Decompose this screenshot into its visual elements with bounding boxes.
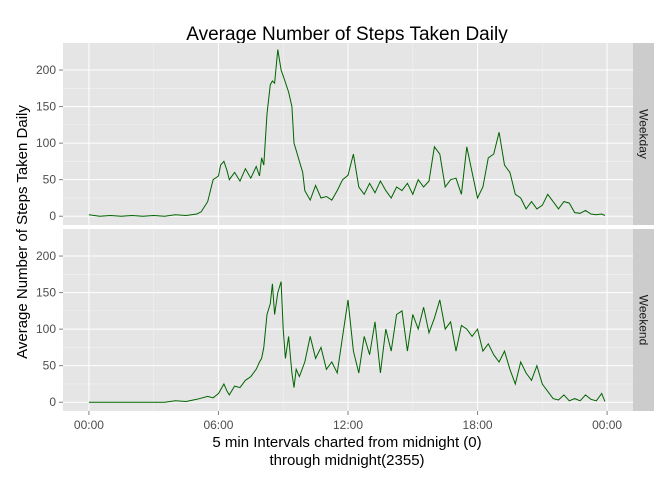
x-tick-label: 12:00 [333,418,363,432]
x-tick-label: 06:00 [203,418,233,432]
y-tick-label: 0 [49,395,56,409]
y-tick-label: 200 [36,63,56,77]
y-tick-label: 200 [36,249,56,263]
y-tick-label: 0 [49,209,56,223]
y-tick-label: 150 [36,100,56,114]
y-tick-label: 50 [43,173,57,187]
x-axis-ticks: 00:00 06:00 12:00 18:00 00:00 [74,411,622,432]
chart-title: Average Number of Steps Taken Daily [186,24,508,45]
x-tick-label: 18:00 [463,418,493,432]
panel-gridlines [63,43,633,225]
x-axis-title-line-2: through midnight(2355) [269,452,424,469]
x-tick-label: 00:00 [74,418,104,432]
strip-weekday [633,43,654,225]
strip-label-weekday: Weekday [637,109,651,159]
y-tick-label: 100 [36,136,56,150]
series-line-weekend [88,281,606,403]
strip-label-weekend: Weekend [637,295,651,345]
y-axis-ticks-weekend: 0 50 100 150 200 [36,249,63,409]
series-line-weekday [88,49,606,217]
x-tick-label: 00:00 [592,418,622,432]
y-tick-label: 50 [43,359,57,373]
y-axis-title: Average Number of Steps Taken Daily [14,105,31,359]
panel-gridlines [63,229,633,411]
strip-weekend [633,229,654,411]
y-tick-label: 100 [36,322,56,336]
x-axis-title-line-1: 5 min Intervals charted from midnight (0… [212,434,481,451]
y-axis-ticks-weekday: 0 50 100 150 200 [36,63,63,223]
panel-weekday: Weekday 0 50 100 150 200 [36,43,654,225]
panel-weekend: Weekend 0 50 100 150 200 [36,229,654,411]
y-tick-label: 150 [36,286,56,300]
